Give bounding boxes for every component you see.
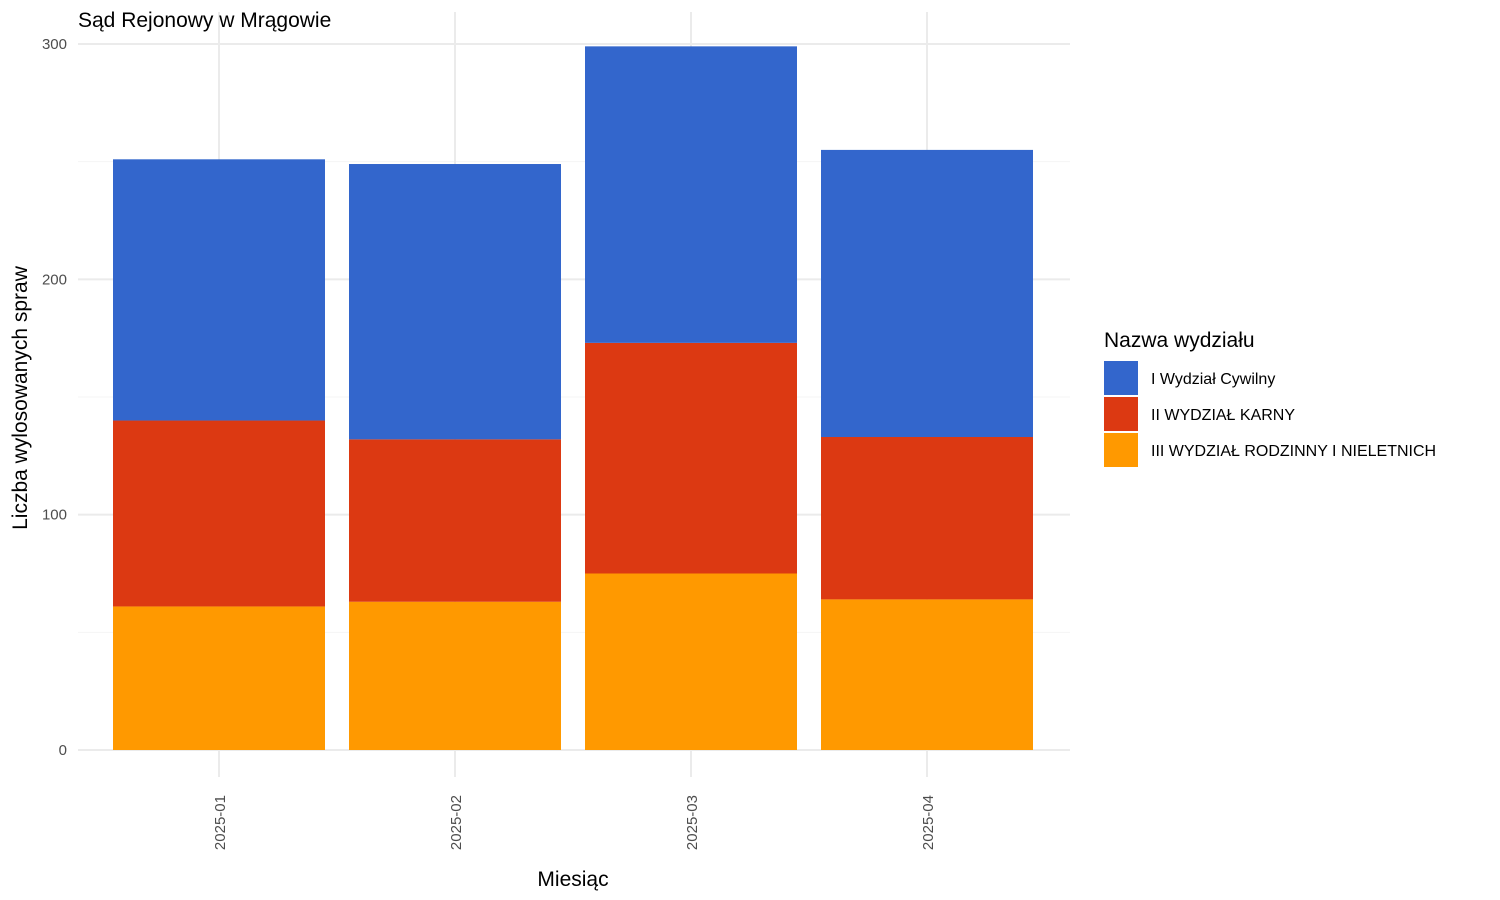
bar-segment [585,573,797,750]
bar-segment [821,599,1033,750]
bar-segment [113,159,325,421]
legend-label: II WYDZIAŁ KARNY [1151,407,1295,424]
bar-segment [113,606,325,750]
x-tick-label: 2025-04 [920,795,937,850]
legend-label: I Wydział Cywilny [1151,371,1275,388]
y-tick-label: 200 [42,271,67,288]
bar-segment [349,439,561,602]
legend-key [1104,397,1138,431]
y-tick-label: 0 [59,742,67,759]
bar-segment [821,437,1033,600]
x-axis-title: Miesiąc [537,868,608,891]
legend-key [1104,433,1138,467]
legend-title: Nazwa wydziału [1104,329,1255,352]
y-tick-label: 100 [42,507,67,524]
x-tick-label: 2025-02 [448,795,465,850]
ticks-layer: 0 100 200 300 2025-01 2025-02 2025-03 2025-04 [42,36,937,850]
bar-segment [821,149,1033,438]
legend-label: III WYDZIAŁ RODZINNY I NIELETNICH [1151,443,1436,460]
bar-segment [349,601,561,750]
y-axis-title: Liczba wylosowanych spraw [9,265,32,530]
x-tick-label: 2025-03 [684,795,701,850]
chart-title: Sąd Rejonowy w Mrągowie [78,9,331,32]
bar-segment [585,46,797,343]
y-tick-label: 300 [42,36,67,53]
legend-key [1104,361,1138,395]
x-tick-label: 2025-01 [212,795,229,850]
bars-layer [113,46,1033,750]
legend: Nazwa wydziału I Wydział Cywilny II WYDZI… [1104,329,1436,467]
bar-segment [113,420,325,607]
bar-segment [349,164,561,440]
bar-segment [585,342,797,574]
